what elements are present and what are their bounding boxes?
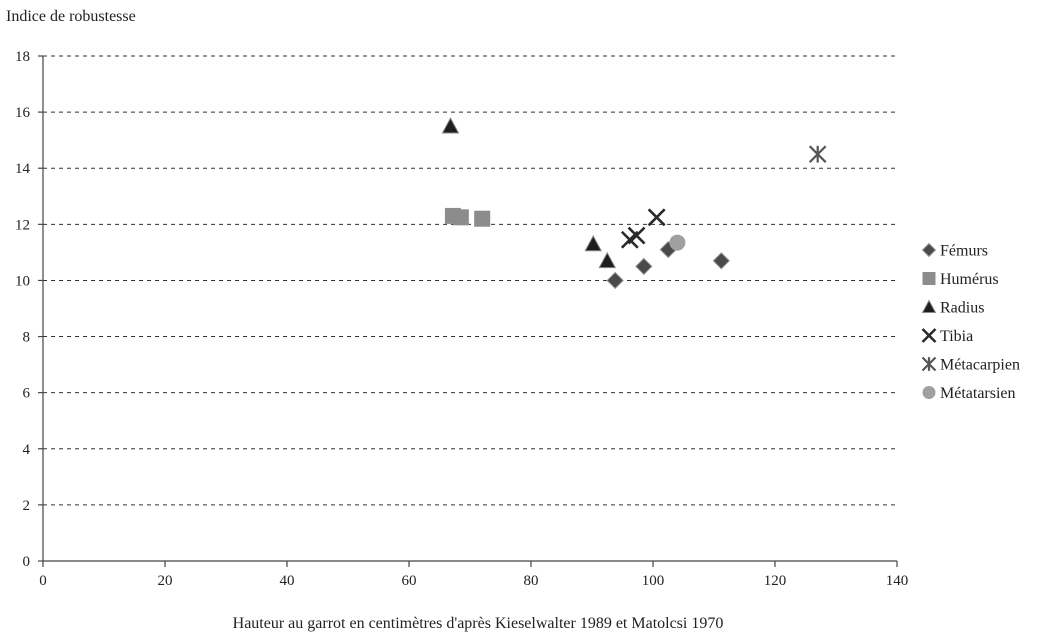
x-tick-label: 80	[524, 573, 539, 589]
x-tick-label: 120	[764, 573, 787, 589]
data-point-diamond	[606, 271, 624, 290]
data-point-x	[647, 208, 666, 227]
y-tick-label: 10	[15, 273, 30, 289]
data-point-square	[474, 210, 491, 227]
x-tick-labels: 0 20 40 60 80 100 120 140	[39, 573, 908, 589]
x-tick-label: 20	[158, 573, 173, 589]
y-tick-label: 6	[23, 386, 31, 402]
y-tick-labels: 0 2 4 6 8 10 12 14 16 18	[15, 49, 31, 570]
legend-label: Métatarsien	[940, 385, 1016, 402]
y-tick-label: 2	[23, 498, 31, 514]
data-point-x	[627, 226, 646, 245]
legend-label: Tibia	[940, 328, 973, 345]
legend-label: Fémurs	[940, 243, 988, 260]
data-point-diamond	[712, 252, 731, 270]
gridlines	[43, 55, 897, 506]
y-tick-label: 18	[15, 49, 30, 65]
y-axis-label: Indice de robustesse	[6, 8, 136, 25]
legend-label: Métacarpien	[940, 357, 1020, 374]
data-point-square	[452, 209, 469, 226]
legend-marker-triangle	[921, 299, 937, 314]
y-tick-label: 14	[15, 161, 31, 177]
legend-marker-circle	[922, 386, 936, 399]
legend: Fémurs Humérus Radius Tibia Métacarpien Métat…	[921, 242, 1020, 402]
y-tick-label: 12	[15, 217, 30, 233]
data-point-diamond	[635, 257, 653, 276]
y-tick-label: 16	[15, 105, 31, 121]
data-point-asterisk	[808, 145, 827, 163]
x-tick-label: 140	[886, 573, 909, 589]
legend-label: Radius	[940, 300, 984, 317]
legend-marker-asterisk	[921, 356, 937, 372]
y-tick-label: 0	[23, 554, 31, 570]
data-points	[441, 117, 827, 290]
x-axis-label: Hauteur au garrot en centimètres d'après…	[233, 615, 724, 632]
legend-marker-diamond	[921, 242, 937, 258]
y-tick-label: 4	[23, 442, 31, 458]
data-point-triangle	[584, 234, 603, 252]
data-point-triangle	[598, 251, 617, 269]
y-tick-label: 8	[23, 330, 31, 346]
data-point-circle	[669, 234, 686, 251]
x-tick-label: 100	[642, 573, 665, 589]
data-point-triangle	[441, 117, 460, 134]
x-tick-label: 60	[402, 573, 417, 589]
legend-marker-square	[922, 272, 936, 285]
legend-label: Humérus	[940, 271, 999, 288]
x-tick-label: 0	[39, 573, 47, 589]
axes	[38, 55, 898, 567]
legend-marker-x	[921, 328, 937, 343]
x-tick-label: 40	[280, 573, 295, 589]
